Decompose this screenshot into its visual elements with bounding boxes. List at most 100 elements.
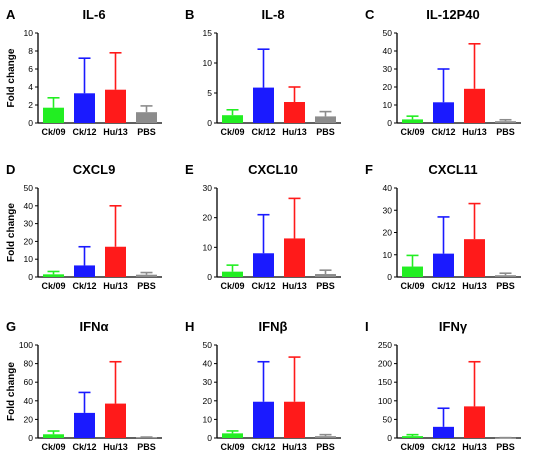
- panel-letter: A: [6, 7, 16, 22]
- bar-hu-13: [464, 406, 485, 438]
- panel-letter: B: [185, 7, 194, 22]
- y-tick-label: 30: [203, 183, 213, 193]
- bar-ck-09: [43, 107, 64, 123]
- bar-ck-09: [222, 115, 243, 123]
- panel-title: CXCL11: [428, 162, 477, 177]
- y-tick-label: 0: [387, 433, 392, 443]
- bar-pbs: [136, 437, 157, 439]
- y-tick-label: 30: [383, 205, 393, 215]
- bar-ck-12: [253, 87, 274, 123]
- x-category-label: Ck/12: [431, 127, 455, 137]
- y-tick-label: 8: [28, 46, 33, 56]
- y-tick-label: 2: [28, 100, 33, 110]
- y-tick-label: 6: [28, 64, 33, 74]
- y-tick-label: 80: [24, 359, 34, 369]
- x-category-label: Hu/13: [282, 442, 307, 452]
- x-category-label: Hu/13: [103, 281, 128, 291]
- x-category-label: Ck/09: [220, 281, 244, 291]
- y-tick-label: 0: [28, 118, 33, 128]
- panel-g: G IFNα Fold change 0 20 40 60 80 100 Ck/09 Ck/12 Hu…: [6, 319, 162, 452]
- y-tick-label: 30: [203, 377, 213, 387]
- bar-hu-13: [284, 401, 305, 438]
- y-tick-label: 4: [28, 82, 33, 92]
- y-tick-label: 0: [207, 118, 212, 128]
- y-tick-label: 20: [203, 396, 213, 406]
- bar-ck-12: [253, 401, 274, 438]
- x-category-label: PBS: [137, 442, 156, 452]
- panel-letter: F: [365, 162, 373, 177]
- bar-hu-13: [284, 238, 305, 277]
- x-category-label: Ck/12: [251, 127, 275, 137]
- bar-ck-12: [253, 253, 274, 277]
- y-tick-label: 0: [28, 272, 33, 282]
- y-tick-label: 100: [19, 340, 33, 350]
- bar-ck-12: [433, 253, 454, 277]
- bar-hu-13: [284, 102, 305, 123]
- x-category-label: Ck/09: [400, 127, 424, 137]
- x-category-label: PBS: [137, 281, 156, 291]
- bar-ck-09: [43, 274, 64, 277]
- bar-pbs: [315, 436, 336, 438]
- y-tick-label: 5: [207, 88, 212, 98]
- y-tick-label: 0: [207, 272, 212, 282]
- x-category-label: Ck/12: [431, 281, 455, 291]
- x-category-label: Hu/13: [282, 281, 307, 291]
- y-tick-label: 50: [203, 340, 213, 350]
- panel-title: IFNβ: [259, 319, 288, 334]
- y-tick-label: 40: [383, 46, 393, 56]
- y-tick-label: 15: [203, 28, 213, 38]
- panel-title: CXCL9: [73, 162, 116, 177]
- y-tick-label: 10: [203, 414, 213, 424]
- bar-pbs: [315, 116, 336, 123]
- y-tick-label: 0: [387, 118, 392, 128]
- bar-hu-13: [464, 239, 485, 277]
- bar-ck-09: [402, 119, 423, 123]
- y-tick-label: 20: [24, 236, 34, 246]
- bar-ck-09: [402, 266, 423, 277]
- y-tick-label: 100: [378, 396, 392, 406]
- panel-title: IL-12P40: [426, 7, 479, 22]
- y-axis-label: Fold change: [6, 362, 17, 421]
- panel-e: E CXCL10 0 10 20 30 Ck/09 Ck/12 Hu/13 PBS: [185, 162, 341, 291]
- bar-ck-09: [43, 434, 64, 438]
- bar-hu-13: [464, 88, 485, 123]
- bar-ck-09: [222, 271, 243, 277]
- y-axis-label: Fold change: [6, 48, 17, 107]
- x-category-label: Hu/13: [462, 442, 487, 452]
- bar-pbs: [495, 437, 516, 439]
- x-category-label: PBS: [496, 127, 515, 137]
- y-tick-label: 20: [24, 414, 34, 424]
- y-tick-label: 50: [24, 183, 34, 193]
- x-category-label: Ck/09: [220, 442, 244, 452]
- panel-letter: I: [365, 319, 369, 334]
- bar-pbs: [136, 112, 157, 123]
- y-tick-label: 10: [383, 250, 393, 260]
- bar-ck-09: [402, 436, 423, 438]
- x-category-label: PBS: [496, 442, 515, 452]
- bar-ck-12: [433, 102, 454, 123]
- bar-hu-13: [105, 89, 126, 123]
- bar-hu-13: [105, 246, 126, 277]
- bar-pbs: [315, 274, 336, 277]
- y-tick-label: 20: [383, 82, 393, 92]
- x-category-label: Ck/09: [220, 127, 244, 137]
- panel-b: B IL-8 0 5 10 15 Ck/09 Ck/12 Hu/13 PBS: [185, 7, 341, 137]
- x-category-label: PBS: [137, 127, 156, 137]
- x-category-label: Hu/13: [103, 442, 128, 452]
- x-category-label: Hu/13: [282, 127, 307, 137]
- y-tick-label: 0: [387, 272, 392, 282]
- x-category-label: Ck/12: [431, 442, 455, 452]
- y-tick-label: 50: [383, 28, 393, 38]
- y-tick-label: 40: [24, 201, 34, 211]
- y-tick-label: 10: [383, 100, 393, 110]
- x-category-label: Hu/13: [462, 127, 487, 137]
- y-axis-label: Fold change: [6, 203, 17, 262]
- x-category-label: Hu/13: [462, 281, 487, 291]
- y-tick-label: 50: [383, 414, 393, 424]
- bar-ck-09: [222, 433, 243, 438]
- y-tick-label: 30: [383, 64, 393, 74]
- x-category-label: Hu/13: [103, 127, 128, 137]
- y-tick-label: 0: [207, 433, 212, 443]
- panel-letter: D: [6, 162, 15, 177]
